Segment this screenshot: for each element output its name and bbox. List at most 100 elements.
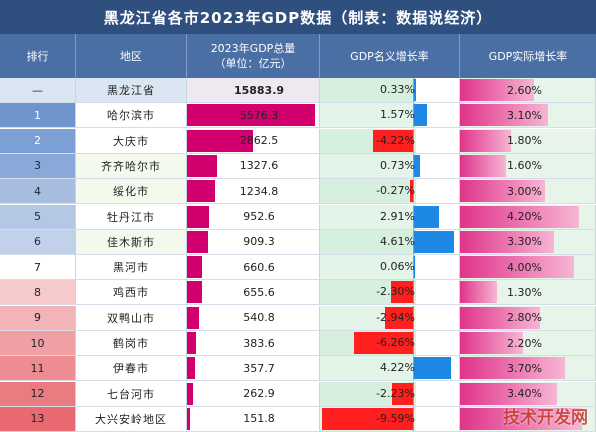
rank-value: 4	[34, 184, 41, 198]
region-cell: 鸡西市	[76, 280, 187, 306]
real-value: 3.10%	[507, 108, 542, 122]
nominal-bar	[413, 230, 455, 253]
region-name: 绥化市	[113, 185, 149, 199]
gdp-bar	[187, 205, 209, 228]
region-cell: 黑河市	[76, 255, 187, 281]
nominal-zero-line	[413, 229, 414, 254]
rank-value: 13	[30, 412, 45, 426]
nominal-cell: -0.27%	[320, 179, 460, 205]
nominal-value: 0.33%	[380, 83, 415, 96]
header-real-label: GDP实际增长率	[488, 49, 568, 63]
header-nominal-label: GDP名义增长率	[350, 49, 429, 63]
nominal-zero-line	[413, 305, 414, 330]
rank-value: 8	[34, 285, 41, 299]
gdp-cell: 952.6	[187, 204, 320, 230]
rank-value: 6	[34, 235, 41, 249]
real-bar	[460, 129, 512, 152]
real-bar	[460, 281, 497, 304]
gdp-bar	[187, 104, 315, 127]
gdp-value: 540.8	[243, 311, 275, 325]
real-value: 3.70%	[507, 361, 542, 375]
nominal-value: -9.59%	[376, 411, 415, 425]
nominal-zero-line	[413, 331, 414, 355]
rank-value: 2	[34, 134, 41, 148]
nominal-zero-line	[413, 128, 414, 153]
real-value: 1.80%	[507, 134, 542, 148]
region-cell: 七台河市	[76, 381, 187, 407]
rank-value: 7	[34, 260, 41, 274]
nominal-zero-line	[413, 204, 414, 229]
rank-cell: 5	[0, 204, 76, 230]
region-cell: 齐齐哈尔市	[76, 153, 187, 179]
gdp-bar	[187, 129, 253, 152]
nominal-bg	[320, 78, 416, 102]
nominal-bar	[413, 256, 415, 279]
rank-value: 12	[30, 387, 45, 401]
nominal-bg	[320, 356, 416, 381]
nominal-bar	[413, 357, 451, 380]
nominal-value: -2.23%	[376, 386, 415, 400]
table-row: 10 鹤岗市 383.6 -6.26% 2.20%	[0, 331, 596, 356]
nominal-cell: -6.26%	[320, 331, 460, 356]
gdp-cell: 909.3	[187, 229, 320, 255]
header-gdp-line1: 2023年GDP总量	[210, 42, 296, 55]
gdp-cell: 655.6	[187, 280, 320, 306]
table-title: 黑龙江省各市2023年GDP数据（制表：数据说经济）	[0, 0, 596, 34]
header-region: 地区	[76, 34, 187, 78]
nominal-bg	[320, 229, 416, 254]
rank-cell: 8	[0, 280, 76, 306]
gdp-cell: 151.8	[187, 406, 320, 432]
table-row: 1 哈尔滨市 5576.3 1.57% 3.10%	[0, 103, 596, 129]
nominal-zero-line	[413, 153, 414, 178]
gdp-value: 660.6	[243, 260, 275, 274]
real-bar	[460, 407, 583, 430]
nominal-value: 0.06%	[380, 260, 415, 274]
gdp-value: 262.9	[243, 387, 275, 401]
gdp-value: 1234.8	[239, 184, 279, 198]
region-name: 黑河市	[113, 261, 149, 275]
header-gdp-line2: （单位：亿元）	[214, 57, 292, 70]
nominal-zero-line	[413, 78, 414, 102]
header-nominal: GDP名义增长率	[320, 34, 460, 78]
gdp-value: 2862.5	[239, 134, 279, 148]
table-row: 13 大兴安岭地区 151.8 -9.59%	[0, 406, 596, 432]
gdp-cell: 2862.5	[187, 128, 320, 154]
nominal-bar	[353, 332, 413, 354]
region-name: 七台河市	[107, 387, 155, 401]
nominal-bg	[320, 153, 416, 178]
rank-cell: 11	[0, 356, 76, 382]
gdp-value: 357.7	[243, 361, 275, 375]
real-cell: 4.00%	[460, 255, 596, 281]
rank-value: 5	[34, 210, 41, 223]
real-bar	[460, 230, 554, 253]
region-cell: 大庆市	[76, 128, 187, 154]
table-row: 6 佳木斯市 909.3 4.61% 3.30%	[0, 229, 596, 255]
nominal-cell: 4.22%	[320, 356, 460, 382]
real-bar	[460, 180, 546, 203]
table-row: 7 黑河市 660.6 0.06% 4.00%	[0, 255, 596, 281]
nominal-value: 4.61%	[380, 234, 415, 248]
region-name: 鹤岗市	[113, 337, 149, 350]
nominal-zero-line	[413, 381, 414, 406]
nominal-bar	[413, 79, 416, 101]
region-name: 鸡西市	[113, 286, 149, 300]
nominal-value: -4.22%	[376, 133, 415, 147]
table-row: 8 鸡西市 655.6 -2.30% 1.30%	[0, 280, 596, 306]
real-bar	[460, 104, 549, 127]
nominal-zero-line	[413, 179, 414, 204]
gdp-cell: 1327.6	[187, 153, 320, 179]
region-name: 牡丹江市	[107, 210, 155, 224]
watermark: 技术开发网	[503, 408, 588, 428]
region-cell: 牡丹江市	[76, 204, 187, 230]
region-cell: 双鸭山市	[76, 305, 187, 331]
real-value: 2.60%	[507, 83, 542, 97]
nominal-zero-line	[413, 356, 414, 381]
table-row: 12 七台河市 262.9 -2.23% 3.40%	[0, 381, 596, 407]
real-bar	[460, 306, 540, 329]
region-name: 伊春市	[113, 362, 149, 376]
gdp-value: 909.3	[243, 235, 275, 249]
gdp-cell: 383.6	[187, 331, 320, 356]
real-value: 1.30%	[507, 285, 542, 299]
real-cell: 2.20%	[460, 331, 596, 356]
real-bar	[460, 357, 566, 380]
